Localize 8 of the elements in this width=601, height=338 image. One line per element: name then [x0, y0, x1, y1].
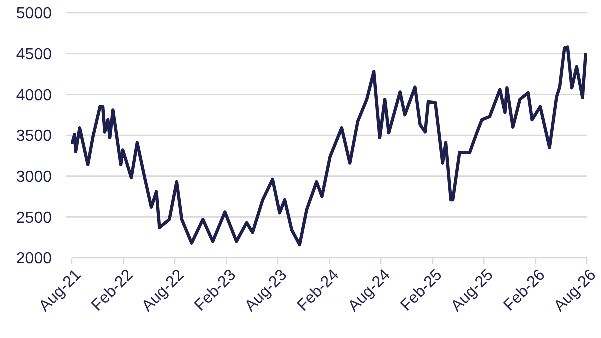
- y-tick-label: 5000: [16, 6, 52, 23]
- y-tick-label: 2500: [16, 210, 52, 227]
- y-tick-label: 2000: [16, 250, 52, 268]
- y-tick-label: 3000: [16, 168, 52, 186]
- y-tick-label: 4500: [16, 46, 52, 64]
- y-tick-label: 3500: [16, 128, 52, 146]
- y-tick-label: 4000: [16, 87, 52, 104]
- line-series: [70, 46, 588, 247]
